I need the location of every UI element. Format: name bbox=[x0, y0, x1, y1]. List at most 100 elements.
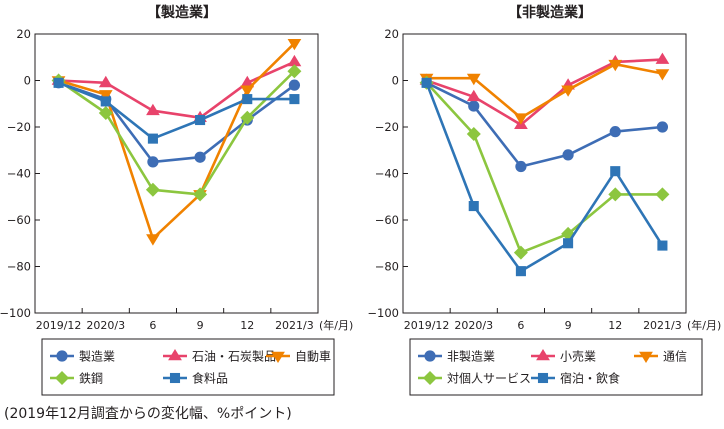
panel-right-data-point bbox=[468, 201, 479, 212]
panel-right-data-point bbox=[655, 187, 670, 202]
panel-left-data-point bbox=[242, 94, 253, 105]
panel-left-xtick-label: 6 bbox=[149, 319, 156, 332]
panel-left-series-line bbox=[58, 81, 296, 164]
panel-right-legend-marker bbox=[537, 372, 549, 384]
panel-left-ytick-label: −40 bbox=[7, 167, 31, 181]
panel-left-legend-marker bbox=[271, 351, 285, 363]
panel-right-legend-marker bbox=[423, 371, 437, 385]
panel-right-data-point bbox=[466, 89, 481, 102]
panel-right-series-line bbox=[425, 82, 664, 273]
panel-left-series-line bbox=[58, 81, 295, 140]
panel-left-legend-marker bbox=[168, 349, 182, 361]
panel-right-series-line bbox=[426, 58, 663, 126]
panel-right-data-point bbox=[513, 245, 528, 260]
panel-left-ytick-label: −80 bbox=[7, 260, 31, 274]
panel-left-xtick-label: 2020/3 bbox=[86, 319, 125, 332]
panel-left-series-5 bbox=[53, 77, 300, 144]
panel-right-legend-label: 非製造業 bbox=[447, 350, 495, 364]
panel-right-data-point bbox=[609, 126, 621, 138]
panel-left-legend-label: 自動車 bbox=[295, 350, 331, 364]
panel-left-legend-marker bbox=[55, 371, 69, 385]
panel-left-data-point bbox=[195, 114, 206, 126]
panel-right-ytick-label: −100 bbox=[367, 306, 399, 320]
panel-left-plot-frame bbox=[34, 33, 319, 314]
panel-right-ytick-label: 0 bbox=[392, 74, 399, 88]
panel-right-plot-frame bbox=[402, 33, 687, 314]
panel-left-data-point bbox=[53, 77, 64, 88]
panel-right-title: 【非製造業】 bbox=[508, 4, 592, 21]
panel-right-legend-marker bbox=[424, 350, 436, 362]
panel-right-series-3 bbox=[419, 59, 670, 125]
panel-right-data-point bbox=[468, 100, 480, 112]
panel-right-legend-label: 宿泊・飲食 bbox=[560, 371, 620, 386]
panel-right-data-point bbox=[561, 85, 575, 97]
panel-right-data-point bbox=[466, 73, 481, 86]
panel-right-data-point bbox=[466, 127, 481, 141]
panel-left-data-point bbox=[287, 39, 302, 51]
panel-right-xtick-label: 12 bbox=[608, 319, 622, 332]
panel-right-data-point bbox=[562, 149, 574, 161]
panel-right-xtick-label: 2019/12 bbox=[404, 319, 450, 332]
panel-left-series-line bbox=[57, 70, 296, 196]
footnote: (2019年12月調査からの変化幅、%ポイント) bbox=[4, 406, 292, 422]
panel-left-xtick-label: 9 bbox=[197, 319, 204, 332]
panel-left-legend-marker bbox=[56, 350, 68, 362]
panel-left-data-point bbox=[146, 103, 160, 116]
panel-left-ytick-label: 0 bbox=[24, 74, 31, 88]
panel-right-legend-marker bbox=[639, 351, 653, 363]
panel-right-data-point bbox=[608, 59, 623, 72]
panel-left-data-point bbox=[240, 75, 255, 88]
panel-left-ytick-label: 20 bbox=[16, 27, 31, 41]
panel-left-data-point bbox=[100, 96, 111, 107]
panel-right-xtick-label: 9 bbox=[565, 319, 572, 332]
panel-left-xtick-label: 2019/12 bbox=[36, 319, 82, 332]
panel-left-data-point bbox=[98, 106, 113, 120]
panel-left-series-line bbox=[58, 42, 296, 240]
panel-left-data-point bbox=[240, 85, 255, 97]
panel-right-ytick-label: −80 bbox=[375, 260, 399, 274]
panel-left-data-point bbox=[240, 110, 255, 125]
panel-left-series-line bbox=[58, 60, 295, 119]
panel-left-data-point bbox=[287, 64, 302, 79]
panel-left-data-point bbox=[98, 75, 113, 88]
panel-right-xtick-label: 2021/3 bbox=[643, 319, 682, 332]
panel-right-series-line bbox=[426, 62, 663, 119]
panel-right-series-5 bbox=[421, 77, 668, 277]
panel-left-data-point bbox=[147, 156, 159, 168]
panel-left-legend-label: 製造業 bbox=[79, 350, 115, 364]
panel-left-ytick-label: −20 bbox=[7, 120, 31, 134]
panel-right-ytick-label: −40 bbox=[375, 167, 399, 181]
panel-left-data-point bbox=[98, 90, 113, 102]
panel-left-xtick-label: 12 bbox=[240, 319, 254, 332]
panel-right-data-point bbox=[610, 166, 621, 177]
panel-right-data-point bbox=[515, 266, 526, 277]
panel-right-ytick-label: 20 bbox=[384, 27, 399, 41]
panel-left-ytick-label: −60 bbox=[7, 213, 31, 227]
panel-right-legend-box bbox=[409, 338, 703, 396]
panel-left-data-point bbox=[146, 234, 160, 246]
panel-left-series-4 bbox=[51, 64, 302, 202]
panel-right-legend-label: 小売業 bbox=[560, 349, 596, 364]
panel-left-x-unit: (年/月) bbox=[319, 318, 353, 332]
panel-right-data-point bbox=[655, 52, 670, 64]
panel-left-legend-marker bbox=[169, 372, 181, 384]
panel-right-data-point bbox=[657, 240, 668, 251]
panel-right-data-point bbox=[515, 160, 527, 173]
panel-left-data-point bbox=[193, 187, 208, 202]
panel-left-data-point bbox=[289, 94, 300, 105]
panel-left-data-point bbox=[287, 54, 302, 67]
panel-right-series-line bbox=[425, 81, 663, 254]
panel-left-data-point bbox=[147, 133, 158, 144]
panel-right-legend-label: 対個人サービス bbox=[447, 372, 531, 386]
panel-right-data-point bbox=[656, 121, 669, 133]
panel-right-data-point bbox=[608, 187, 623, 202]
panel-left-ytick-label: −100 bbox=[0, 306, 31, 320]
panel-right-data-point bbox=[514, 113, 528, 125]
panel-left-data-point bbox=[288, 79, 301, 91]
panel-right-legend-marker bbox=[536, 349, 550, 361]
panel-left-title: 【製造業】 bbox=[147, 4, 217, 21]
panel-right-ytick-label: −60 bbox=[375, 213, 399, 227]
panel-right-ytick-label: −20 bbox=[375, 120, 399, 134]
